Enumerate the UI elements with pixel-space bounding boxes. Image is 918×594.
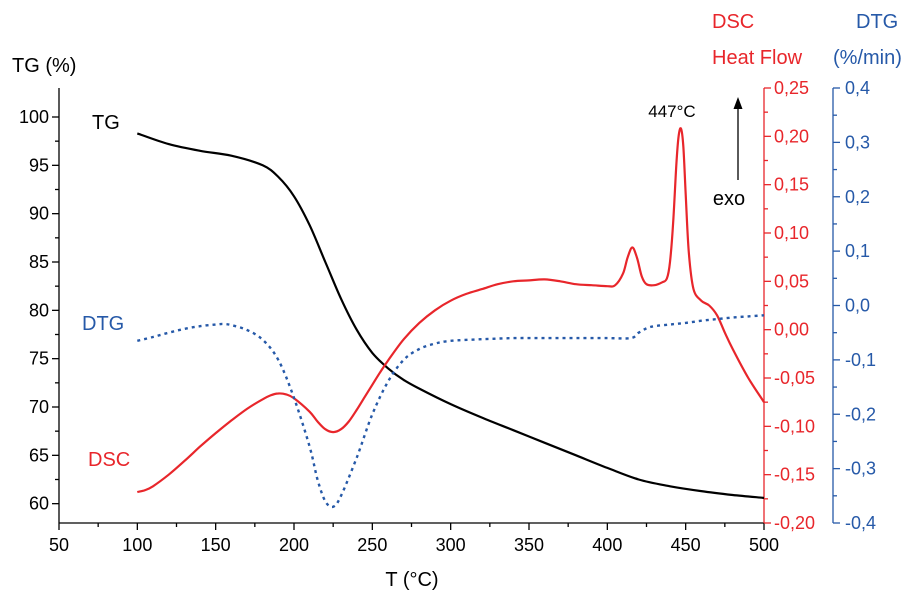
dtg-tick-label: 0,1 [845,241,870,261]
tg-tick-label: 75 [29,349,49,369]
dsc-tick-label: -0,15 [774,465,815,485]
dtg-series-label: DTG [82,313,124,335]
tg-tick-label: 60 [29,494,49,514]
x-tick-label: 150 [201,535,231,555]
peak-annotation: 447°C [648,102,695,121]
dsc-tick-label: 0,00 [774,320,809,340]
dsc-tick-label: -0,05 [774,368,815,388]
tg-tick-label: 85 [29,252,49,272]
dsc-tick-label: 0,20 [774,126,809,146]
tg-tick-label: 95 [29,155,49,175]
dtg-tick-label: 0,2 [845,187,870,207]
tg-tick-label: 65 [29,445,49,465]
x-axis-title: T (°C) [385,569,438,591]
tg-tick-label: 70 [29,397,49,417]
dtg-axis-title: (%/min) [833,47,902,69]
dsc-axis-title-top: DSC [712,11,754,33]
x-tick-label: 250 [357,535,387,555]
dsc-tick-label: 0,15 [774,175,809,195]
dtg-tick-label: -0,1 [845,350,876,370]
exo-arrow-head [733,97,743,109]
dtg-tick-label: 0,3 [845,132,870,152]
dsc-tick-label: 0,25 [774,78,809,98]
dsc-series-label: DSC [88,449,130,471]
dtg-series-line [137,314,765,509]
series-layer [136,127,765,509]
tg-series-line [136,132,765,499]
x-tick-label: 50 [49,535,69,555]
tg-axis-title: TG (%) [12,55,76,77]
dtg-tick-label: -0,3 [845,459,876,479]
dsc-axis-title: Heat Flow [712,47,803,69]
dsc-tick-label: -0,20 [774,513,815,533]
x-tick-label: 350 [514,535,544,555]
x-tick-label: 100 [122,535,152,555]
tg-tick-label: 100 [19,107,49,127]
exo-annotation: exo [713,188,745,210]
ticks-layer: 50 100 150 200 250 300 350 400 450 500 60 65 70 75 80 8… [19,78,876,555]
x-tick-label: 300 [436,535,466,555]
dsc-series-line [136,127,765,494]
x-tick-label: 500 [749,535,779,555]
x-tick-label: 400 [592,535,622,555]
dsc-tick-label: -0,10 [774,416,815,436]
dtg-tick-label: 0,0 [845,296,870,316]
dsc-tick-label: 0,10 [774,223,809,243]
dtg-tick-label: 0,4 [845,78,870,98]
tg-tick-label: 90 [29,204,49,224]
dtg-axis-title-top: DTG [856,11,898,33]
x-tick-label: 200 [279,535,309,555]
tg-series-label: TG [92,112,120,134]
dtg-tick-label: -0,4 [845,513,876,533]
tg-tick-label: 80 [29,300,49,320]
dsc-tick-label: 0,05 [774,271,809,291]
dtg-tick-label: -0,2 [845,404,876,424]
x-tick-label: 450 [671,535,701,555]
